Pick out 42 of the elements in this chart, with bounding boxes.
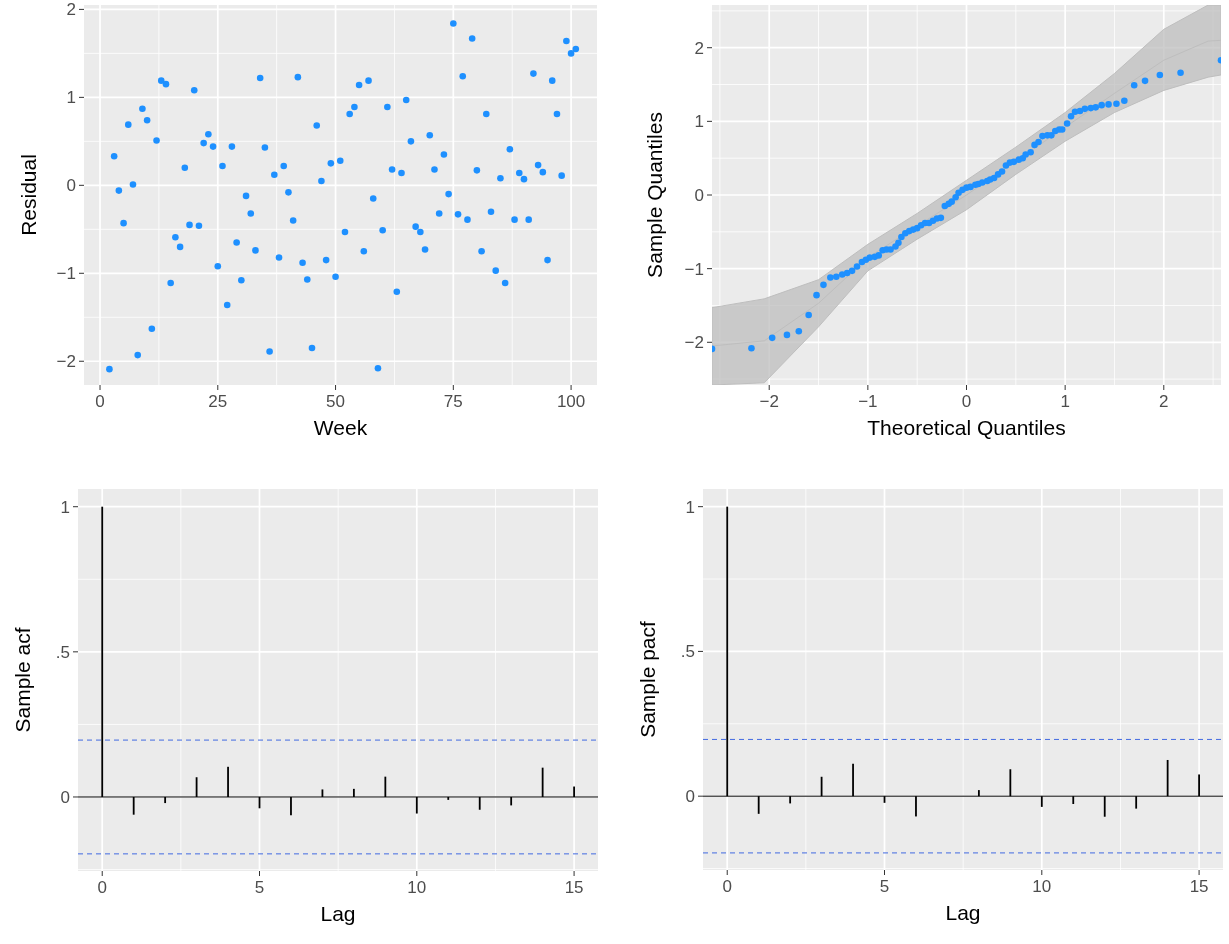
y-tick-label: .5 xyxy=(680,642,695,662)
x-axis-title: Lag xyxy=(945,901,981,924)
x-tick-label: 100 xyxy=(556,392,586,411)
y-tick-label: −1 xyxy=(684,259,704,279)
y-tick-label: 0 xyxy=(60,787,70,807)
y-axis-title: Sample pacf xyxy=(636,620,659,738)
x-tick-label: 2 xyxy=(1159,392,1169,411)
x-axis-title: Theoretical Quantiles xyxy=(867,416,1066,439)
x-tick-label: 50 xyxy=(326,392,346,411)
x-tick-label: 1 xyxy=(1060,392,1070,411)
x-tick-label: 15 xyxy=(564,878,584,897)
x-tick-label: 0 xyxy=(97,878,107,897)
y-tick-label: 0 xyxy=(685,787,695,807)
x-tick-label: −1 xyxy=(858,392,878,411)
x-tick-label: 10 xyxy=(1032,877,1052,896)
x-tick-label: 25 xyxy=(208,392,228,411)
y-axis-title: Residual xyxy=(17,154,40,236)
x-tick-label: 5 xyxy=(879,877,890,896)
y-tick-label: −1 xyxy=(56,264,76,284)
x-axis-title: Lag xyxy=(320,902,356,925)
y-tick-label: 0 xyxy=(66,176,76,196)
y-tick-label: 2 xyxy=(694,38,704,58)
y-tick-label: −2 xyxy=(684,333,704,353)
x-tick-label: 0 xyxy=(722,877,732,896)
y-tick-label: 1 xyxy=(694,112,704,132)
y-tick-label: 1 xyxy=(685,497,695,517)
y-tick-label: 0 xyxy=(694,185,704,205)
y-axis-title: Sample Quantiles xyxy=(643,112,666,278)
x-tick-label: 5 xyxy=(254,878,265,897)
x-tick-label: −2 xyxy=(759,392,779,411)
y-tick-label: 1 xyxy=(60,497,70,517)
y-axis-title: Sample acf xyxy=(11,627,34,733)
x-tick-label: 75 xyxy=(443,392,463,411)
x-tick-label: 0 xyxy=(961,392,972,411)
y-tick-label: −2 xyxy=(56,352,76,372)
x-tick-label: 10 xyxy=(407,878,427,897)
y-tick-label: .5 xyxy=(55,642,70,662)
y-tick-label: 2 xyxy=(66,0,76,20)
x-axis-title: Week xyxy=(313,416,368,439)
y-tick-label: 1 xyxy=(66,88,76,108)
x-tick-label: 15 xyxy=(1189,877,1209,896)
x-tick-label: 0 xyxy=(95,392,105,411)
